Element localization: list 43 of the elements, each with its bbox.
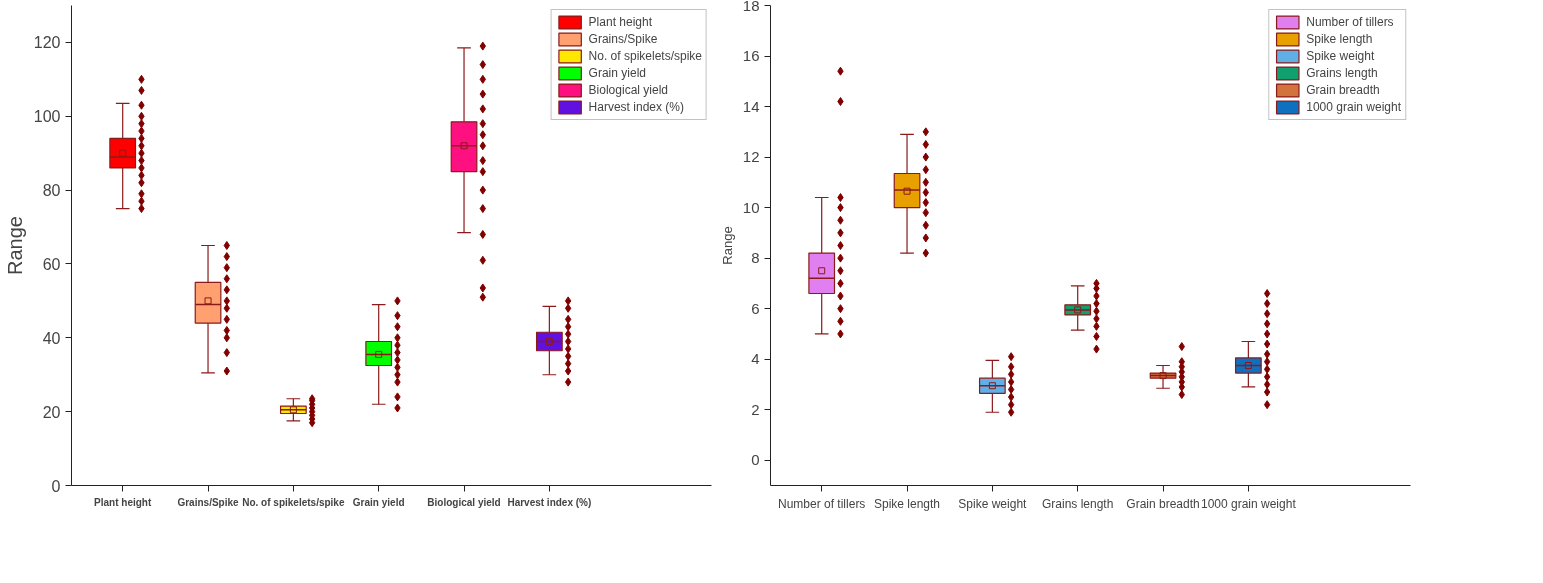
x-tick-label: Biological yield <box>427 496 501 508</box>
legend-label: No. of spikelets/spike <box>588 49 702 63</box>
y-axis-title: Range <box>3 216 26 275</box>
y-tick-label: 12 <box>742 148 760 166</box>
x-tick-label: Harvest index (%) <box>507 496 592 508</box>
legend-label: Spike weight <box>1306 49 1375 63</box>
legend-label: Spike length <box>1306 32 1373 46</box>
y-tick-label: 6 <box>751 299 760 317</box>
y-tick-label: 14 <box>742 97 760 115</box>
x-tick-label: Spike weight <box>958 496 1028 511</box>
x-tick-label: Plant height <box>94 496 152 508</box>
x-tick-label: Grain breadth <box>1126 496 1200 511</box>
y-tick-label: 10 <box>742 198 760 216</box>
x-tick-label: Grains length <box>1042 496 1114 511</box>
y-tick-label: 80 <box>42 182 61 200</box>
y-tick-label: 120 <box>33 34 61 52</box>
legend-label: Grains/Spike <box>588 32 658 46</box>
x-tick-label: Grain yield <box>352 496 405 508</box>
legend-label: 1000 grain weight <box>1306 100 1401 114</box>
legend-label: Plant height <box>588 15 652 29</box>
y-tick-label: 100 <box>33 108 61 126</box>
y-tick-label: 8 <box>751 249 760 267</box>
x-tick-label: 1000 grain weight <box>1201 496 1297 511</box>
y-axis-title: Range <box>719 226 735 265</box>
y-tick-label: 40 <box>42 329 61 347</box>
y-tick-label: 60 <box>42 255 61 273</box>
y-tick-label: 0 <box>51 477 61 495</box>
x-tick-label: Spike length <box>874 496 941 511</box>
y-tick-label: 0 <box>751 451 760 469</box>
y-tick-label: 18 <box>742 0 760 14</box>
legend-label: Biological yield <box>588 83 668 97</box>
y-tick-label: 2 <box>751 400 760 418</box>
legend-label: Harvest index (%) <box>588 100 684 114</box>
x-tick-label: Number of tillers <box>778 496 866 511</box>
x-tick-label: No. of spikelets/spike <box>242 496 345 508</box>
y-tick-label: 20 <box>42 403 61 421</box>
legend-label: Grain breadth <box>1306 83 1380 97</box>
legend-label: Grain yield <box>588 66 646 80</box>
y-tick-label: 4 <box>751 350 760 368</box>
y-tick-label: 16 <box>742 47 760 65</box>
legend-label: Grains length <box>1306 66 1378 80</box>
x-tick-label: Grains/Spike <box>177 496 240 508</box>
legend-label: Number of tillers <box>1306 15 1394 29</box>
